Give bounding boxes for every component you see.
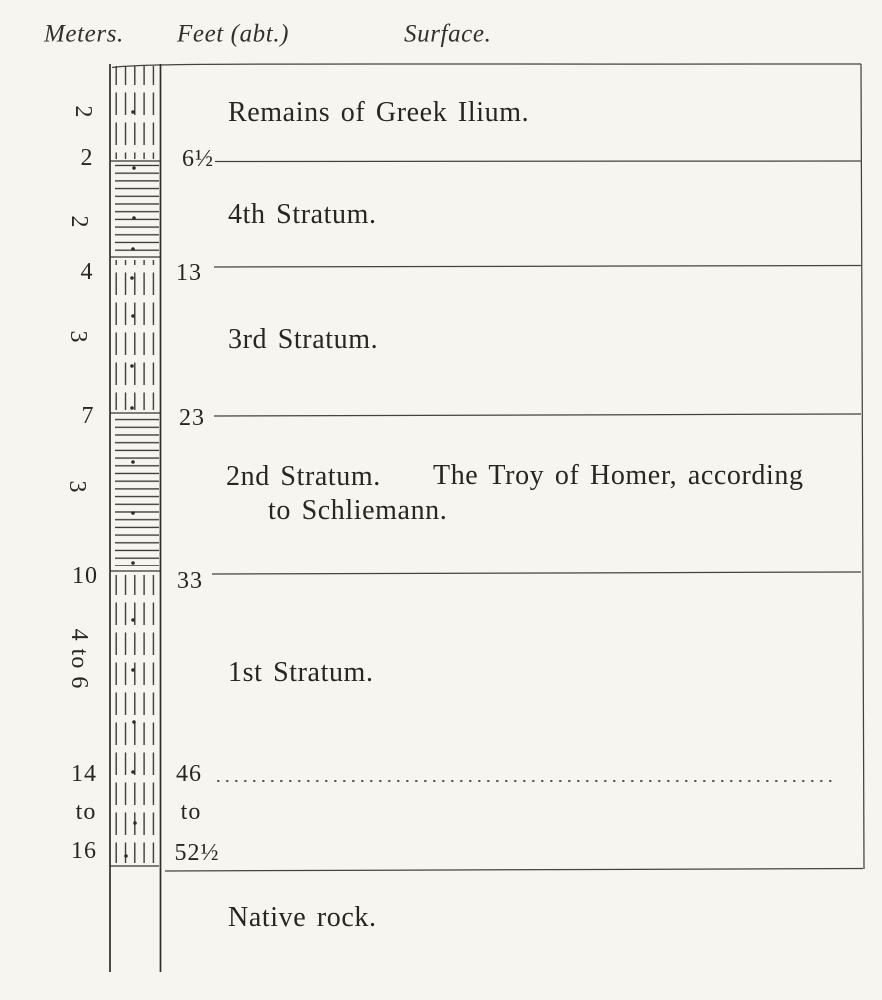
depth-meters-10: 10 — [72, 563, 98, 589]
depth-feet-6-5: 6½ — [182, 146, 214, 172]
depth-meters-2: 2 — [80, 145, 94, 171]
depth-meters-7: 7 — [81, 403, 95, 429]
layer4-label: 2nd Stratum. — [226, 461, 381, 492]
depth-meters-16: 16 — [71, 838, 97, 864]
layer5-hatch — [111, 575, 159, 863]
depth-feet-52-5: 52½ — [174, 840, 220, 866]
strata-column — [109, 64, 162, 972]
layer2-label: 4th Stratum. — [228, 199, 377, 230]
depth-meters-to: to — [75, 799, 97, 825]
right-border-line — [860, 63, 865, 870]
surface-column-header: Surface. — [404, 20, 492, 48]
depth-feet-to: to — [180, 799, 202, 825]
layer2-thickness-meters: 2 — [66, 215, 92, 229]
depth-meters-14: 14 — [71, 761, 97, 787]
layer3-hatch — [111, 260, 159, 410]
layer2-hatch — [111, 163, 159, 254]
native-rock-label: Native rock. — [228, 902, 377, 933]
layer4-thickness-meters: 3 — [64, 480, 90, 494]
depth-feet-13: 13 — [176, 260, 202, 286]
layer3-label: 3rd Stratum. — [228, 324, 379, 355]
layer1-hatch — [111, 66, 159, 159]
depth-feet-33: 33 — [177, 568, 203, 594]
layer4-note-line1: The Troy of Homer, according — [433, 460, 804, 491]
layer1-label: Remains of Greek Ilium. — [228, 97, 530, 128]
layer4-note-line2: to Schliemann. — [268, 495, 448, 526]
depth-meters-4: 4 — [80, 259, 94, 285]
meters-column-header: Meters. — [44, 20, 124, 48]
layer3-thickness-meters: 3 — [65, 330, 91, 344]
layer5-thickness-meters: 4 to 6 — [66, 628, 92, 690]
layer1-thickness-meters: 2 — [70, 105, 96, 119]
depth-feet-46: 46 — [176, 761, 202, 787]
layer4-hatch — [111, 416, 159, 566]
feet-column-header: Feet (abt.) — [177, 20, 290, 48]
surface-line — [111, 63, 862, 69]
layer5-label: 1st Stratum. — [228, 657, 374, 688]
hatch-dots — [124, 110, 137, 858]
depth-feet-23: 23 — [179, 405, 205, 431]
stratum-boundary-lines — [164, 160, 864, 872]
